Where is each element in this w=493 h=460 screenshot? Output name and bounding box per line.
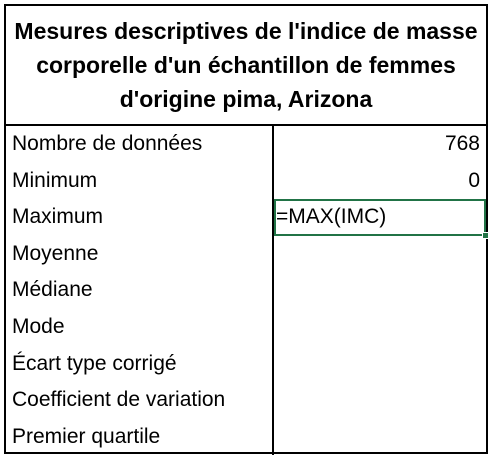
value-cell-median[interactable]: [274, 272, 486, 309]
spreadsheet-table: Mesures descriptives de l'indice de mass…: [4, 4, 489, 456]
value-cell-count[interactable]: 768: [444, 132, 480, 155]
label-cell-coef-variation[interactable]: Coefficient de variation: [6, 382, 274, 419]
table-row: Coefficient de variation: [6, 382, 486, 419]
value-cell-mode[interactable]: [274, 309, 486, 346]
table-row: Mode: [6, 308, 486, 346]
table-row: Minimum 0: [6, 162, 486, 200]
table-row: Nombre de données 768: [6, 126, 486, 163]
label-cell-mean[interactable]: Moyenne: [6, 235, 274, 273]
label-cell-minimum[interactable]: Minimum: [6, 162, 274, 200]
fill-handle[interactable]: [482, 231, 489, 239]
label-cell-count[interactable]: Nombre de données: [6, 126, 274, 163]
label-cell-first-quartile[interactable]: Premier quartile: [6, 418, 274, 456]
label-cell-median[interactable]: Médiane: [6, 272, 274, 309]
table-row: Moyenne: [6, 235, 486, 273]
label-cell-std-dev[interactable]: Écart type corrigé: [6, 345, 274, 383]
title-cell[interactable]: Mesures descriptives de l'indice de mass…: [6, 6, 486, 126]
active-cell-maximum[interactable]: =MAX(IMC): [274, 199, 489, 239]
label-cell-mode[interactable]: Mode: [6, 308, 274, 346]
value-cell-first-quartile[interactable]: [274, 419, 486, 456]
table-row: Maximum =MAX(IMC): [6, 199, 489, 239]
table-row: Écart type corrigé: [6, 345, 486, 383]
table-row: Médiane: [6, 272, 486, 309]
value-cell-std-dev[interactable]: [274, 346, 486, 383]
table-body: Nombre de données 768 Minimum 0 Maximum …: [6, 126, 489, 456]
value-cell-mean[interactable]: [274, 236, 486, 273]
table-row: Premier quartile: [6, 418, 486, 456]
value-cell-coef-variation[interactable]: [274, 382, 486, 419]
value-cell-minimum[interactable]: 0: [468, 168, 480, 192]
formula-text: =MAX(IMC): [276, 205, 387, 229]
label-cell-maximum[interactable]: Maximum: [6, 199, 274, 236]
